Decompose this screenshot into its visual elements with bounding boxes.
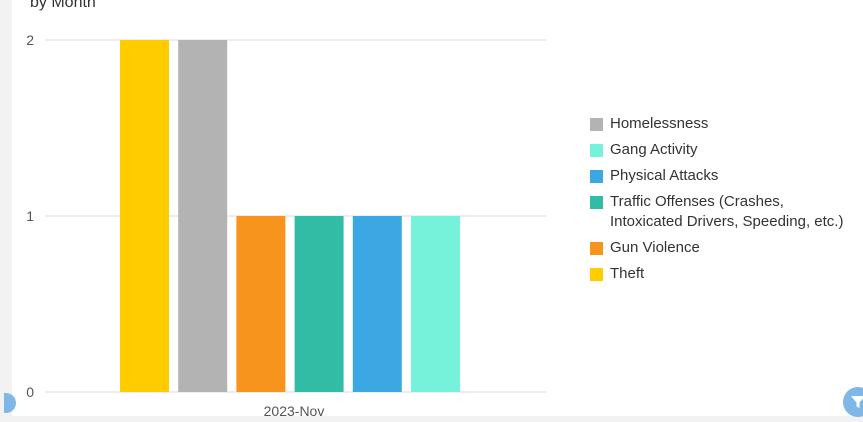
y-tick-label: 2 (26, 32, 34, 48)
legend-item[interactable]: Theft (590, 264, 860, 284)
legend-label: Theft (610, 265, 645, 282)
legend-label: Physical Attacks (610, 167, 719, 184)
legend-label: Traffic Offenses (Crashes, Intoxicated D… (610, 193, 844, 230)
bar-traffic[interactable] (294, 216, 344, 392)
bar-gun[interactable] (236, 216, 286, 392)
filter-icon (851, 396, 863, 408)
legend-item[interactable]: Traffic Offenses (Crashes, Intoxicated D… (590, 192, 860, 232)
filter-button[interactable] (843, 387, 863, 417)
legend-label: Gang Activity (610, 141, 698, 158)
y-tick-label: 0 (26, 384, 34, 400)
legend-label: Gun Violence (610, 239, 700, 256)
chart-panel: by Month 0 1 2 2023-Nov Homelessness Gang A… (4, 0, 863, 417)
bars (120, 40, 460, 392)
bar-chart: 0 1 2 2023-Nov (26, 32, 546, 416)
legend-swatch (590, 144, 603, 157)
legend-label: Homelessness (610, 115, 709, 132)
legend-item[interactable]: Physical Attacks (590, 166, 860, 186)
legend-swatch (590, 170, 603, 183)
legend-item[interactable]: Gun Violence (590, 238, 860, 258)
y-tick-label: 1 (26, 208, 34, 224)
legend: Homelessness Gang Activity Physical Attack… (590, 114, 860, 290)
bar-physical[interactable] (352, 216, 402, 392)
legend-item[interactable]: Homelessness (590, 114, 860, 134)
x-axis-labels: 2023-Nov (264, 403, 325, 416)
chart-title: by Month (30, 0, 96, 11)
bar-theft[interactable] (120, 40, 169, 392)
scroll-handle[interactable] (4, 393, 16, 413)
legend-swatch (590, 196, 603, 209)
legend-swatch (590, 242, 603, 255)
legend-swatch (590, 118, 603, 131)
gridlines: 0 1 2 (26, 32, 546, 400)
legend-swatch (590, 268, 603, 281)
x-tick-label: 2023-Nov (264, 403, 325, 416)
bar-homelessness[interactable] (178, 40, 228, 392)
bar-gang[interactable] (411, 216, 460, 392)
legend-item[interactable]: Gang Activity (590, 140, 860, 160)
